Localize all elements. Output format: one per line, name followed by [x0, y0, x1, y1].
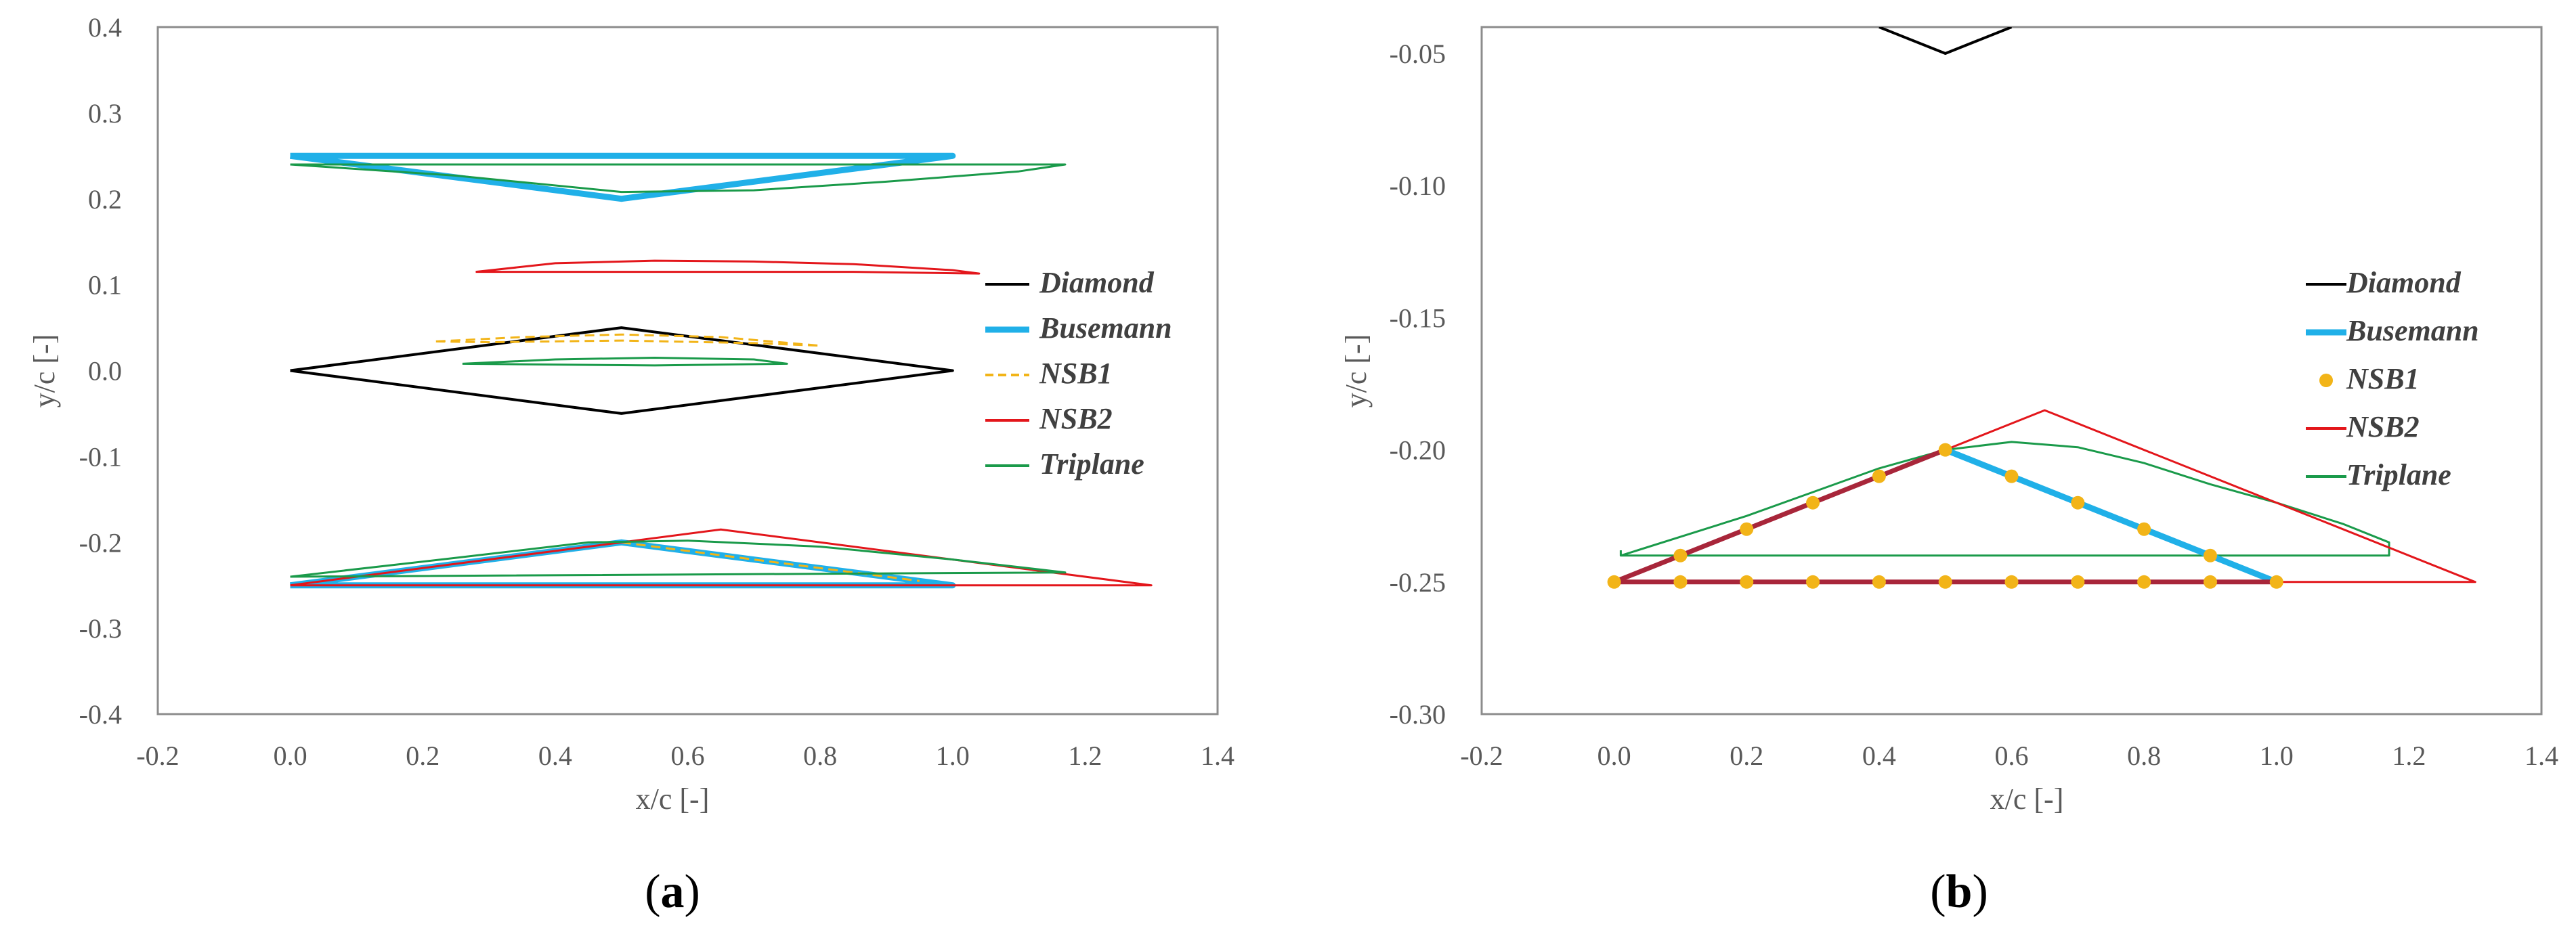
x-tick-label: 0.0 — [274, 741, 307, 771]
x-tick-label: 1.4 — [1201, 741, 1235, 771]
x-tick-label: 0.6 — [671, 741, 705, 771]
nsb1-point — [2203, 575, 2217, 589]
x-tick-label: 0.6 — [1995, 741, 2029, 771]
legend-label-nsb1: NSB1 — [2346, 362, 2420, 395]
x-tick-label: 1.0 — [2260, 741, 2294, 771]
x-tick-label: 1.4 — [2525, 741, 2558, 771]
x-tick-label: 0.8 — [803, 741, 837, 771]
nsb1-point — [2203, 548, 2217, 562]
legend-label-diamond: Diamond — [2346, 266, 2462, 299]
panel-label-a-letter: a — [661, 866, 685, 918]
nsb1-line — [621, 541, 920, 582]
nsb2-line — [475, 259, 981, 275]
x-axis-label-a: x/c [-] — [636, 782, 710, 816]
nsb1-point — [1607, 575, 1621, 589]
legend-label-diamond: Diamond — [1039, 266, 1155, 299]
triplane-line — [1619, 441, 2390, 557]
panel-label-a: (a) — [645, 866, 700, 918]
x-tick-label: 0.4 — [1862, 741, 1896, 771]
nsb1-point — [2137, 575, 2151, 589]
nsb1-point — [2137, 522, 2151, 536]
y-tick-label: -0.20 — [1390, 435, 1446, 466]
y-tick-label: -0.15 — [1390, 303, 1446, 333]
chart-panel-a: 0.40.30.20.10.0-0.1-0.2-0.3-0.4 -0.2 0.0 0… — [28, 12, 1235, 918]
x-axis-label-b: x/c [-] — [1990, 782, 2064, 816]
panel-label-b-letter: b — [1946, 866, 1973, 918]
legend-b: Diamond Busemann NSB1 NSB2 Triplane — [2306, 266, 2479, 491]
triplane-line — [290, 539, 1067, 578]
plot-frame-a — [156, 26, 1219, 715]
legend-label-nsb2: NSB2 — [1039, 402, 1113, 435]
y-tick-label: -0.25 — [1390, 567, 1446, 598]
y-tick-label: 0.4 — [88, 12, 122, 43]
panel-label-b: (b) — [1930, 866, 1988, 918]
busemann-line — [290, 539, 956, 589]
nsb1-point — [1740, 522, 1754, 536]
nsb1-point — [1938, 443, 1952, 457]
x-tick-label: -0.2 — [1460, 741, 1503, 771]
busemann-line — [290, 152, 956, 202]
nsb1-point — [1872, 575, 1886, 589]
y-tick-label: -0.10 — [1390, 171, 1446, 201]
y-tick-label: -0.05 — [1390, 39, 1446, 69]
legend-label-nsb2: NSB2 — [2346, 410, 2420, 443]
y-tick-label: 0.0 — [88, 356, 122, 386]
nsb1-point — [2071, 495, 2085, 510]
nsb1-point — [1740, 575, 1754, 589]
nsb1-point — [2269, 575, 2283, 589]
nsb1-point — [1938, 575, 1952, 589]
series-b — [1607, 27, 2476, 589]
nsb1-point — [1806, 495, 1820, 510]
diamond-line — [1879, 27, 2013, 55]
x-tick-label: 0.2 — [1730, 741, 1763, 771]
x-tick-label: 0.2 — [406, 741, 439, 771]
x-tick-label: 0.4 — [538, 741, 572, 771]
x-ticks-b: -0.2 0.0 0.2 0.4 0.6 0.8 1.0 1.2 1.4 — [1460, 741, 2558, 771]
nsb1-point — [2071, 575, 2085, 589]
x-tick-label: 0.8 — [2127, 741, 2161, 771]
x-tick-label: 1.0 — [936, 741, 970, 771]
nsb1-point — [2004, 575, 2019, 589]
y-tick-label: -0.4 — [79, 699, 122, 730]
y-tick-label: -0.3 — [79, 613, 122, 644]
y-tick-label: 0.1 — [88, 270, 122, 301]
y-ticks-a: 0.4 0.3 0.2 0.1 0.0 -0.1 -0.2 -0.3 -0.4 — [79, 12, 122, 730]
chart-panel-b: -0.05 -0.10 -0.15 -0.20 -0.25 -0.30 -0.2 0.0 0.… — [1339, 26, 2558, 918]
legend-label-busemann: Busemann — [1039, 311, 1172, 345]
legend-label-nsb1: NSB1 — [1039, 357, 1113, 390]
overlap-line — [1613, 447, 1946, 585]
triplane-line — [462, 357, 788, 367]
nsb1-point — [1806, 575, 1820, 589]
legend-label-triplane: Triplane — [1039, 447, 1144, 481]
y-tick-label: -0.2 — [79, 527, 122, 558]
x-tick-label: 0.0 — [1597, 741, 1631, 771]
legend-swatch-nsb1 — [2319, 374, 2333, 387]
legend-label-busemann: Busemann — [2346, 314, 2479, 347]
nsb1-point — [1673, 575, 1688, 589]
y-axis-label-a: y/c [-] — [28, 334, 61, 408]
legend-label-triplane: Triplane — [2346, 458, 2451, 491]
y-ticks-b: -0.05 -0.10 -0.15 -0.20 -0.25 -0.30 — [1390, 39, 1446, 730]
y-tick-label: -0.1 — [79, 441, 122, 472]
series-a — [290, 152, 1153, 589]
legend-a: Diamond Busemann NSB1 NSB2 Triplane — [985, 266, 1172, 481]
x-tick-label: 1.2 — [1068, 741, 1102, 771]
nsb1-line — [435, 333, 821, 347]
y-tick-label: -0.30 — [1390, 699, 1446, 730]
nsb1-point — [1673, 548, 1688, 562]
y-tick-label: 0.3 — [88, 98, 122, 129]
x-tick-label: 1.2 — [2392, 741, 2426, 771]
nsb1-point — [2004, 469, 2019, 483]
nsb1-point — [1872, 469, 1886, 483]
triplane-line — [290, 163, 1067, 194]
busemann-line — [1944, 447, 2278, 585]
y-axis-label-b: y/c [-] — [1339, 334, 1373, 408]
x-ticks-a: -0.2 0.0 0.2 0.4 0.6 0.8 1.0 1.2 1.4 — [136, 741, 1235, 771]
x-tick-label: -0.2 — [136, 741, 179, 771]
y-tick-label: 0.2 — [88, 184, 122, 215]
